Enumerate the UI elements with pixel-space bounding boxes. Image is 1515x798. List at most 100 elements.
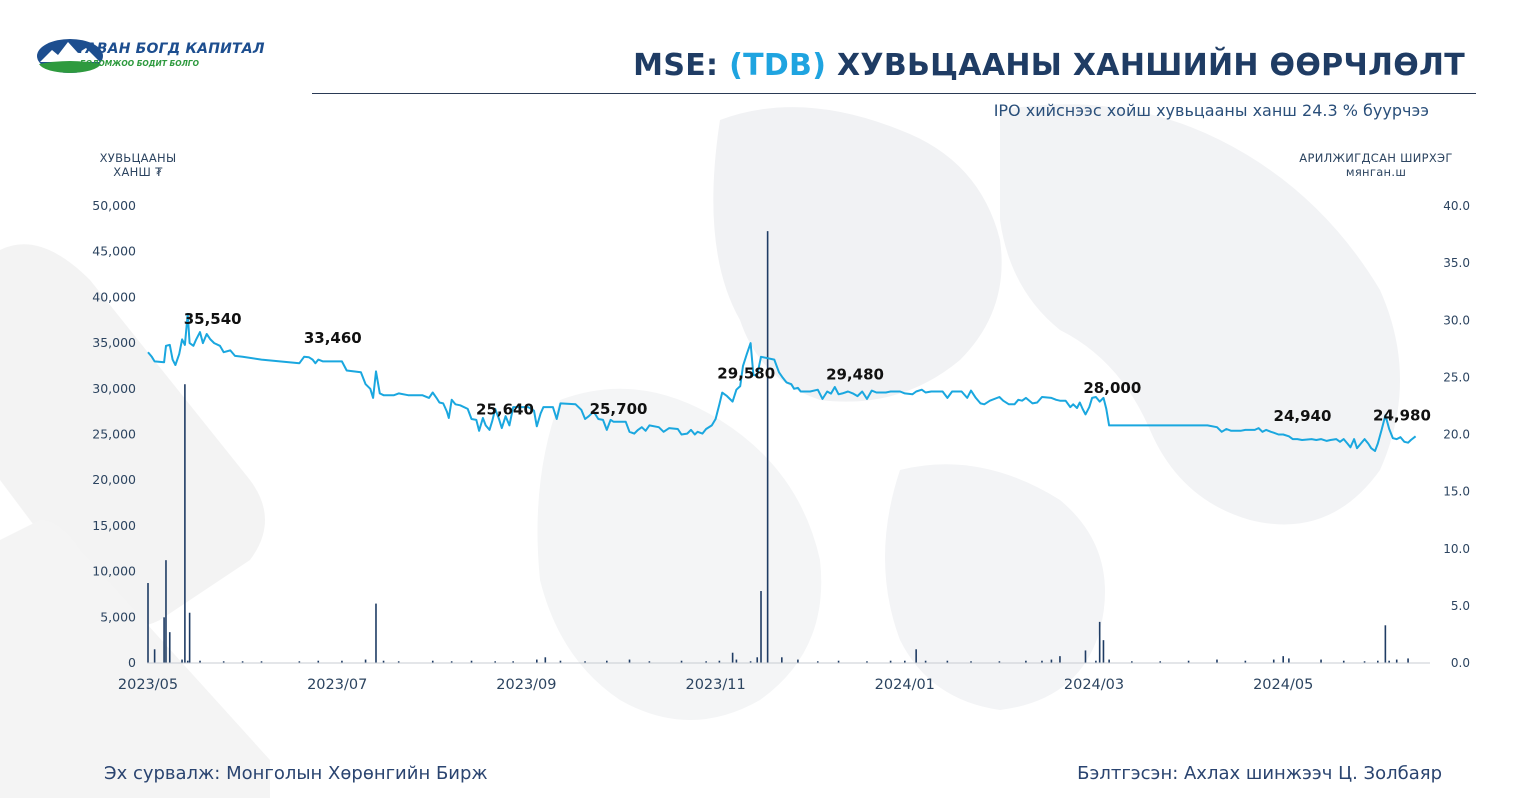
x-tick-label: 2023/07 [307,677,367,693]
volume-bar [470,660,473,663]
price-annotation-label: 25,700 [590,400,648,418]
volume-bar [584,661,586,663]
left-axis-ticks: 0 5,000 10,000 15,000 20,000 25,000 30,000 35,0… [92,198,136,670]
volume-bar [760,591,762,663]
volume-bar [904,660,906,663]
right-tick-label: 20.0 [1443,428,1470,442]
volume-bar [1108,659,1110,663]
left-axis-title: ХУВЬЦААНЫ ХАНШ ₮ [88,151,188,179]
left-tick-label: 40,000 [92,289,136,304]
left-tick-label: 20,000 [92,472,136,487]
background-shape-left-lower [0,520,270,798]
volume-bar [1131,661,1133,663]
right-tick-label: 5.0 [1451,599,1470,613]
company-logo [37,39,103,73]
left-tick-label: 5,000 [100,609,136,624]
volume-bar [998,661,1001,663]
left-axis-title-line1: ХУВЬЦААНЫ [99,151,177,165]
volume-bar [1384,625,1387,663]
x-tick-label: 2024/01 [875,677,935,693]
volume-bar [1216,659,1218,663]
volume-bar [837,660,840,663]
right-tick-label: 15.0 [1443,485,1470,499]
volume-bar [1025,660,1027,663]
title-ticker: (TDB) [729,48,827,83]
right-tick-label: 35.0 [1443,256,1470,270]
volume-bar [1102,640,1105,663]
volume-bar [1244,660,1247,663]
volume-bar [749,661,752,663]
background-continent-2 [1000,104,1400,525]
left-tick-label: 0 [128,655,136,670]
page-subtitle: IPO хийснээс хойш хувьцааны ханш 24.3 % … [993,101,1429,120]
right-axis-title-line2: мянган.ш [1345,165,1407,179]
volume-bar [163,617,165,663]
volume-bar [317,660,320,663]
volume-bar [731,652,734,663]
volume-bar [186,660,189,663]
price-annotation-label: 25,640 [476,401,534,419]
volume-bar [1320,659,1322,663]
volume-bar [450,661,453,663]
volume-bar [188,612,191,663]
volume-bar [680,660,683,663]
background-shape-left [0,244,265,627]
price-line [147,312,1417,452]
right-axis-title: АРИЛЖИГДСАН ШИРХЭГ мянган.ш [1286,151,1466,179]
left-tick-label: 45,000 [92,244,136,259]
volume-bar [946,660,949,663]
price-annotation-label: 24,940 [1274,407,1332,425]
right-tick-label: 0.0 [1451,656,1470,670]
x-tick-label: 2024/03 [1064,677,1124,693]
volume-bar [1041,660,1043,663]
left-tick-label: 30,000 [92,381,136,396]
left-tick-label: 35,000 [92,335,136,350]
volume-bar [1187,660,1190,663]
right-axis-ticks: 0.0 5.0 10.0 15.0 20.0 25.0 30.0 35.0 40.0 [1443,199,1470,670]
title-rest: ХУВЬЦААНЫ ХАНШИЙН ӨӨРЧЛӨЛТ [826,48,1465,83]
volume-bar [1159,661,1162,663]
volume-bar [735,659,738,663]
volume-bar [1342,660,1345,663]
logo-grass-icon [39,61,101,73]
volume-bar [1288,658,1290,663]
volume-bar [1377,660,1379,663]
title-prefix: MSE: [633,48,730,83]
volume-bar [766,231,769,663]
x-tick-label: 2024/05 [1253,677,1313,693]
volume-bar [544,657,547,663]
volume-bar [628,659,631,663]
right-tick-label: 25.0 [1443,370,1470,384]
volume-bar [781,657,783,663]
title-divider [312,93,1476,94]
volume-bar [199,660,201,663]
volume-bar [1050,659,1053,663]
right-axis-title-line1: АРИЛЖИГДСАН ШИРХЭГ [1299,151,1453,165]
volume-bar [1095,660,1097,663]
volume-bar [165,560,167,663]
volume-bar [397,661,400,663]
volume-bars [147,231,1409,663]
background-continent-3 [537,388,822,720]
price-annotation-label: 28,000 [1083,379,1141,397]
volume-bar [1363,661,1366,663]
left-tick-label: 15,000 [92,518,136,533]
volume-bar [241,661,244,663]
x-tick-label: 2023/05 [118,677,178,693]
volume-bar [1272,659,1275,663]
volume-bar [559,660,562,663]
price-annotation-label: 29,580 [717,365,775,383]
volume-bar [1395,659,1398,663]
volume-bar [494,661,496,663]
volume-bar [756,657,759,663]
volume-bar [915,649,917,663]
volume-bar [364,659,367,663]
volume-bar [341,660,343,663]
volume-bar [705,661,707,663]
volume-bar [866,661,868,663]
x-axis-ticks: 2023/05 2023/07 2023/09 2023/11 2024/01 2024/… [118,677,1313,693]
logo-slogan: БОЛОМЖОО БОДИТ БОЛГО [80,59,199,68]
volume-bar [512,661,514,663]
volume-bar [260,661,263,663]
